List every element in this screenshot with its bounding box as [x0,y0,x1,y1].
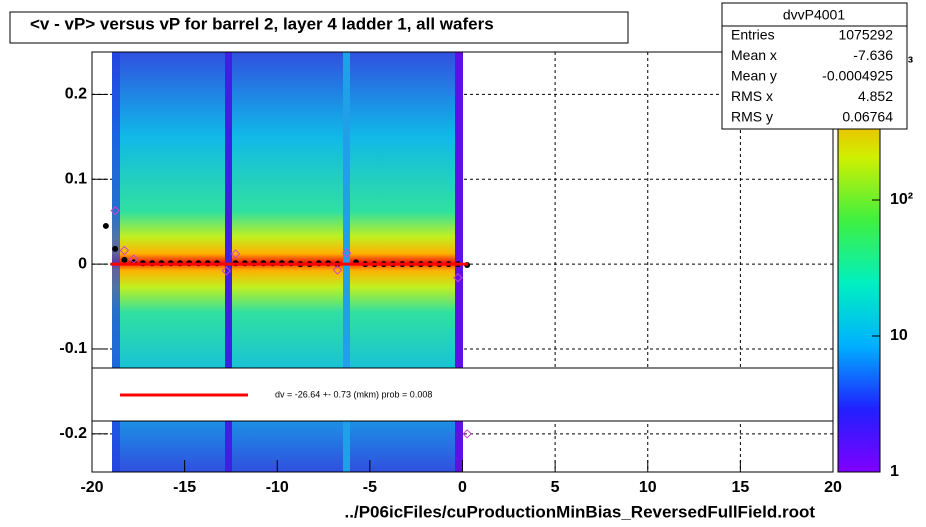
profile-point [221,266,232,276]
x-tick-label: -15 [173,479,196,496]
y-tick-label: -0.1 [59,340,87,357]
chart-title: <v - vP> versus vP for barrel 2, layer 4… [30,14,494,33]
y-tick-label: -0.2 [59,425,87,442]
heatmap-stripe [343,52,350,472]
heatmap-stripe [225,52,232,472]
profile-point [112,245,119,252]
stats-label: RMS x [731,88,773,104]
profile-point [342,248,352,258]
profile-point [462,429,472,439]
z-tick-label: 1 [890,463,899,480]
stats-label: RMS y [731,109,773,125]
x-tick-label: 15 [731,479,749,496]
profile-point [119,245,130,256]
y-tick-label: 0 [78,255,87,272]
x-tick-label: 20 [824,479,842,496]
stats-name: dvvP4001 [783,7,845,23]
stats-label: Mean y [731,68,777,84]
stats-value: 0.06764 [842,109,893,125]
heatmap-stripe [112,52,120,472]
profile-point [121,256,128,263]
fit-text: dv = -26.64 +- 0.73 (mkm) prob = 0.008 [275,389,432,399]
stats-value: 4.852 [858,88,893,104]
stats-label: Entries [731,27,775,43]
x-tick-label: 5 [551,479,560,496]
x-tick-label: -20 [80,479,103,496]
profile-point [102,222,109,229]
x-axis-label: ../P06icFiles/cuProductionMinBias_Revers… [345,502,816,521]
y-tick-label: 0.1 [65,170,87,187]
profile-point [110,205,120,216]
stats-label: Mean x [731,47,777,63]
x-tick-label: 0 [458,479,467,496]
stats-value: 1075292 [838,27,893,43]
z-tick-label: 10² [890,191,913,208]
x-tick-label: -10 [266,479,289,496]
x-tick-label: -5 [363,479,377,496]
stats-value: -7.636 [853,47,893,63]
stats-value: -0.0004925 [822,68,893,84]
y-tick-label: 0.2 [65,86,87,103]
z-tick-label: 10 [890,327,908,344]
stats-box [721,2,908,130]
profile-point [453,272,463,283]
title-box [9,11,629,44]
x-tick-label: 10 [639,479,657,496]
profile-point [230,249,241,259]
profile-point [332,265,343,275]
